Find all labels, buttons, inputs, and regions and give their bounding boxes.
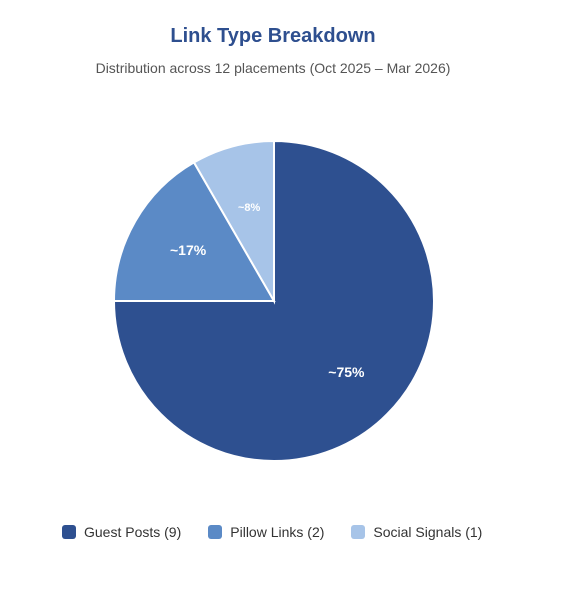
chart-subtitle: Distribution across 12 placements (Oct 2… (95, 60, 451, 76)
legend-label: Guest Posts (9) (84, 524, 182, 540)
legend-swatch (62, 525, 76, 539)
slice-percent-label: ~17% (170, 242, 207, 258)
legend-label: Social Signals (1) (373, 524, 483, 540)
slice-percent-label: ~75% (328, 364, 365, 380)
slice-percent-label: ~8% (238, 202, 261, 214)
legend-item: Pillow Links (2) (208, 524, 324, 540)
legend-item: Social Signals (1) (351, 524, 482, 540)
chart-legend: Guest Posts (9) Pillow Links (2) Social Si… (62, 524, 509, 540)
chart-title: Link Type Breakdown (170, 25, 376, 47)
pie-slice-social-signals (192, 139, 275, 305)
legend-swatch (351, 525, 366, 539)
legend-item: Guest Posts (9) (62, 524, 181, 540)
pie-slices (112, 139, 435, 462)
pie-labels: ~75% ~17% ~8% (170, 202, 365, 380)
pie-slice-pillow-links (112, 161, 276, 302)
legend-label: Pillow Links (2) (230, 524, 325, 540)
legend-swatch (208, 525, 223, 539)
